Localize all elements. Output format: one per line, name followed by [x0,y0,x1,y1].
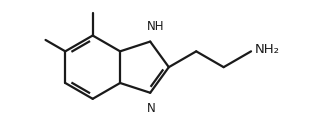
Text: NH₂: NH₂ [255,43,280,56]
Text: NH: NH [147,20,165,33]
Text: N: N [147,102,156,115]
